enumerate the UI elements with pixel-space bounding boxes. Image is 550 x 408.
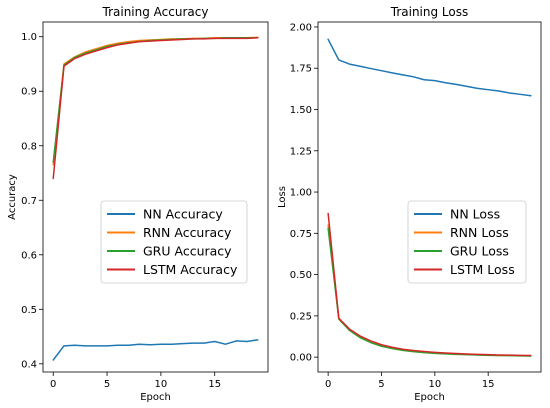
- accuracy-chart-title: Training Accuracy: [102, 5, 209, 19]
- nn-loss-legend-label: NN Loss: [450, 207, 500, 222]
- lstm-loss-line: [327, 212, 532, 357]
- loss-series-lines: [327, 38, 532, 357]
- accuracy-y-axis-label: Accuracy: [7, 174, 18, 220]
- accuracy-x-ticks: 0 5 10 15: [50, 372, 221, 390]
- rnn-accuracy-legend-label: RNN Accuracy: [143, 225, 232, 240]
- loss-legend-box: [407, 200, 527, 284]
- accuracy-series-lines: [52, 36, 259, 361]
- rnn-loss-legend-label: RNN Loss: [450, 225, 509, 240]
- loss-y-tick-label: 2.00: [290, 22, 312, 33]
- accuracy-legend: NN Accuracy RNN Accuracy GRU Accuracy LSTM …: [100, 200, 248, 284]
- gru-accuracy-legend-label: GRU Accuracy: [143, 244, 232, 259]
- loss-x-tick-label: 0: [325, 379, 331, 390]
- accuracy-x-tick-label: 5: [104, 379, 110, 390]
- accuracy-legend-box: [100, 200, 248, 284]
- loss-y-axis-label: Loss: [277, 186, 288, 208]
- accuracy-y-tick-label: 1.0: [21, 32, 37, 43]
- accuracy-x-tick-label: 15: [208, 379, 221, 390]
- loss-chart: Training Loss 0 5 10 15 0.00 0.25 0.50 0.75 1.0…: [277, 5, 542, 403]
- lstm-loss-legend-label: LSTM Loss: [450, 262, 515, 277]
- accuracy-y-tick-label: 0.9: [21, 87, 37, 98]
- accuracy-y-tick-label: 0.4: [21, 359, 37, 370]
- lstm-accuracy-line: [52, 37, 259, 180]
- loss-x-axis-label: Epoch: [414, 392, 445, 403]
- accuracy-y-tick-label: 0.5: [21, 305, 37, 316]
- nn-accuracy-legend-label: NN Accuracy: [143, 207, 223, 222]
- accuracy-y-tick-label: 0.7: [21, 196, 37, 207]
- loss-plot-frame: [317, 21, 542, 373]
- accuracy-y-ticks: 0.4 0.5 0.6 0.7 0.8 0.9 1.0: [21, 32, 43, 370]
- accuracy-chart: Training Accuracy 0 5 10 15 0.4 0.5 0.6 0.7 0.8…: [7, 5, 269, 403]
- accuracy-y-tick-label: 0.6: [21, 250, 37, 261]
- loss-x-tick-label: 10: [428, 379, 441, 390]
- loss-x-tick-label: 15: [482, 379, 495, 390]
- accuracy-plot-frame: [42, 21, 269, 373]
- accuracy-x-tick-label: 10: [155, 379, 168, 390]
- accuracy-y-tick-label: 0.8: [21, 141, 37, 152]
- loss-chart-title: Training Loss: [390, 5, 468, 19]
- loss-y-ticks: 0.00 0.25 0.50 0.75 1.00 1.25 1.50 1.75 2.00: [290, 22, 318, 364]
- nn-loss-line: [327, 38, 532, 97]
- loss-y-tick-label: 1.50: [290, 105, 312, 116]
- lstm-accuracy-legend-label: LSTM Accuracy: [143, 262, 238, 277]
- loss-y-tick-label: 0.00: [290, 353, 312, 364]
- gru-accuracy-line: [52, 37, 259, 163]
- rnn-accuracy-line: [52, 36, 259, 166]
- loss-y-tick-label: 1.25: [290, 146, 312, 157]
- loss-y-tick-label: 1.75: [290, 64, 312, 75]
- loss-legend: NN Loss RNN Loss GRU Loss LSTM Loss: [407, 200, 527, 284]
- loss-y-tick-label: 0.50: [290, 270, 312, 281]
- accuracy-x-axis-label: Epoch: [140, 392, 171, 403]
- loss-y-tick-label: 0.75: [290, 229, 312, 240]
- accuracy-x-tick-label: 0: [50, 379, 56, 390]
- loss-y-tick-label: 1.00: [290, 188, 312, 199]
- gru-loss-legend-label: GRU Loss: [450, 244, 509, 259]
- loss-x-ticks: 0 5 10 15: [325, 372, 495, 390]
- nn-accuracy-line: [52, 339, 259, 361]
- loss-y-tick-label: 0.25: [290, 311, 312, 322]
- loss-x-tick-label: 5: [378, 379, 384, 390]
